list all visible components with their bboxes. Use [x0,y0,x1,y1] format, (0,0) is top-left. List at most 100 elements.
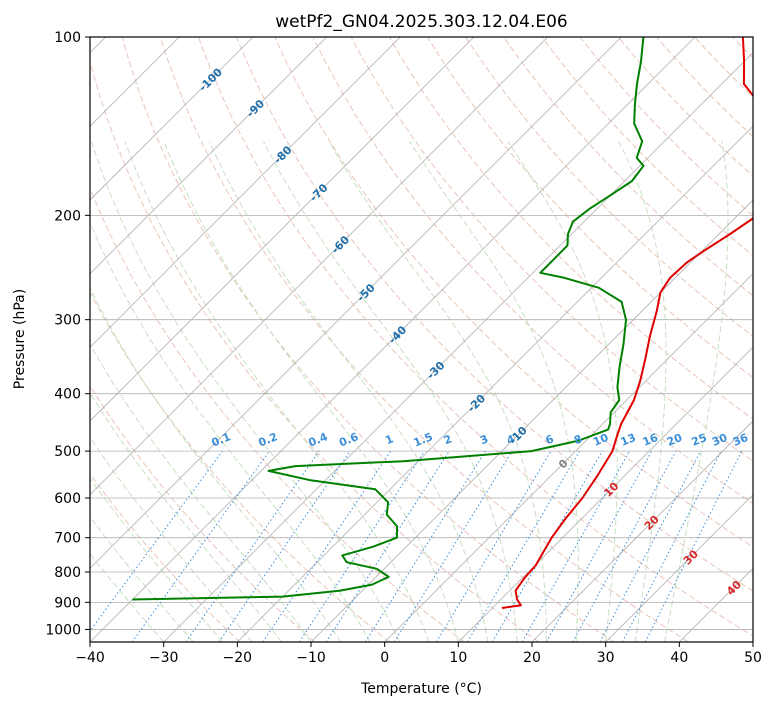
chart-title: wetPf2_GN04.2025.303.12.04.E06 [275,12,567,32]
isotherm-label: -20 [465,392,488,415]
dry-adiabat [8,37,390,642]
dry-adiabat [0,37,315,642]
moist-adiabat [0,141,223,642]
isotherm-label: -70 [307,181,330,204]
mixing-ratio-label: 25 [690,431,709,449]
mixing-ratio-line [645,451,742,642]
mixing-ratio-line [326,451,449,642]
moist-adiabat [508,141,618,642]
dry-adiabat [542,37,775,642]
isotherm-line [16,37,621,642]
isotherm-line [532,37,775,642]
mixing-ratio-label: 30 [710,431,729,449]
mixing-ratio-label: 10 [591,431,610,449]
isotherm-label: -50 [355,281,378,304]
mixing-ratio-label: 2 [442,432,454,447]
mixing-ratio-line [82,451,223,642]
x-axis-label: Temperature (°C) [360,681,482,697]
mixing-ratio-label: 0.2 [256,430,279,449]
moist-adiabat [410,141,579,642]
dry-adiabat [160,37,688,642]
y-tick-label: 1000 [45,622,81,638]
dry-adiabat [275,37,775,642]
x-tick-label: 30 [597,650,615,666]
moist-adiabat [209,141,488,642]
mixing-ratio-line [622,451,721,642]
mixing-ratio-line [365,451,485,642]
dry-adiabat [733,37,775,642]
y-tick-label: 100 [54,30,81,46]
mixing-ratio-label: 1 [383,432,395,447]
isotherm-line [0,37,253,642]
x-tick-label: −30 [149,650,179,666]
isotherm-label: -90 [244,97,267,120]
mixing-ratio-label: 0.6 [337,430,360,449]
y-tick-label: 500 [54,444,81,460]
isotherm-label: 10 [601,479,621,499]
mixing-ratio-line [132,451,269,642]
dry-adiabat [351,37,775,642]
dry-adiabat [695,37,775,642]
moist-adiabat [665,141,728,642]
x-tick-label: −20 [223,650,253,666]
mixing-ratio-label: 1.5 [412,430,435,449]
x-tick-label: 40 [670,650,688,666]
isotherm-label: -30 [424,359,447,382]
dry-adiabat [389,37,775,642]
x-tick-label: 0 [380,650,389,666]
y-tick-label: 300 [54,313,81,329]
moist-adiabat [91,141,399,642]
isotherm-line [753,37,775,642]
y-axis-label: Pressure (hPa) [12,289,28,389]
moist-adiabat [263,141,517,642]
y-tick-label: 800 [54,565,81,581]
moist-adiabat [0,141,164,642]
isotherm-line [164,37,769,642]
mixing-ratio-label: 13 [619,431,638,449]
moist-adiabat [0,141,193,642]
isotherm-line [0,37,327,642]
isotherm-label: 40 [724,578,744,598]
y-tick-label: 700 [54,531,81,547]
isotherm-label: 30 [681,547,701,567]
dewpoint-profile-line [133,37,644,600]
y-tick-label: 600 [54,491,81,507]
isotherm-label: 20 [642,513,662,533]
mixing-ratio-line [573,451,676,642]
y-tick-label: 900 [54,595,81,611]
dry-adiabat [466,37,775,642]
mixing-ratio-label: 6 [544,432,556,447]
mixing-ratio-label: 36 [731,431,750,449]
mixing-ratio-label: 3 [478,432,490,447]
moist-adiabat [619,141,666,642]
mixing-ratio-line [546,451,651,642]
isotherm-line [0,37,474,642]
mixing-ratio-label: 0.4 [306,430,329,449]
mixing-ratio-label: 16 [641,431,660,449]
temperature-profile-line [502,37,775,608]
isotherm-line [0,37,400,642]
mixing-ratio-line [522,451,629,642]
y-tick-label: 200 [54,208,81,224]
mixing-ratio-label: 20 [665,431,684,449]
dry-adiabat [771,37,775,642]
dry-adiabat [0,37,240,642]
dry-adiabat [427,37,775,642]
moist-adiabat [125,141,429,642]
moist-adiabat [0,141,252,642]
x-tick-label: −40 [75,650,105,666]
mixing-ratio-line [219,451,350,642]
isotherm-line [385,37,775,642]
dry-adiabat [656,37,775,642]
mixing-ratio-line [600,451,701,642]
x-tick-label: −10 [296,650,326,666]
y-tick-label: 400 [54,387,81,403]
isotherm-label: -100 [196,65,225,94]
x-tick-label: 50 [744,650,762,666]
x-tick-label: 10 [449,650,467,666]
moist-adiabat [62,141,370,642]
